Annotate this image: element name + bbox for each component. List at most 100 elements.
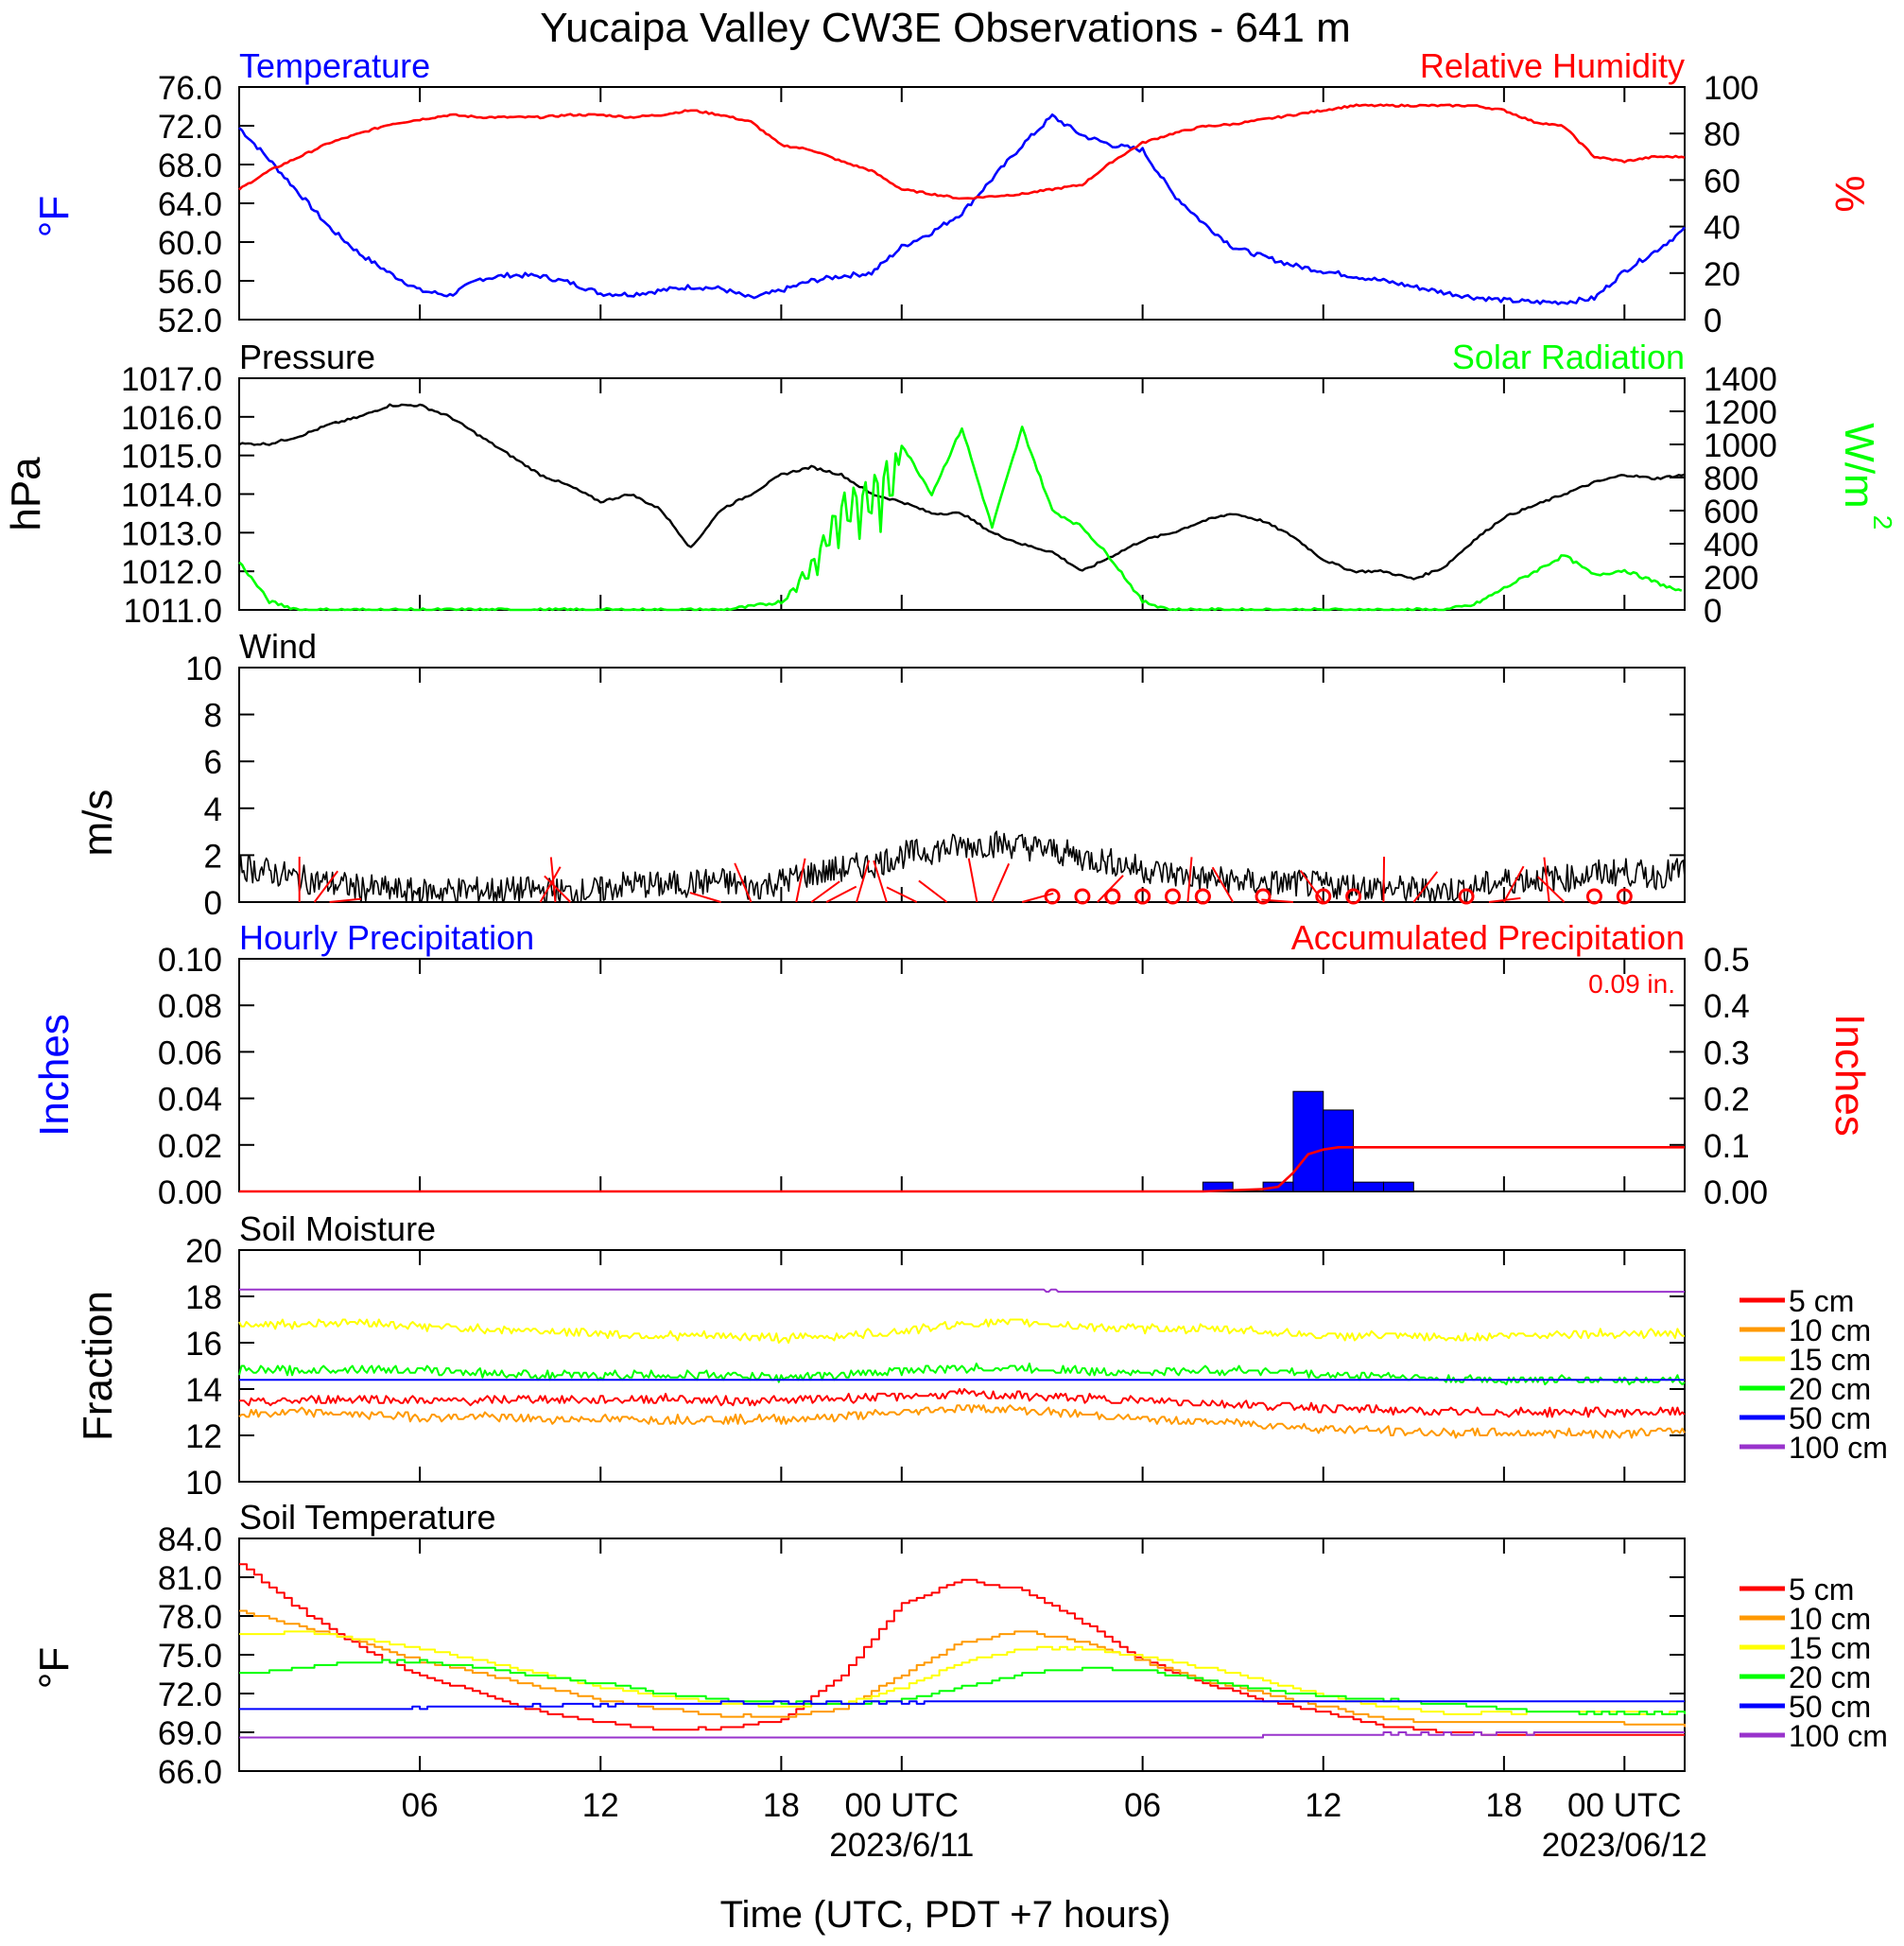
wind-barb (1382, 856, 1386, 903)
wind-y-tick-label: 6 (204, 744, 222, 781)
wind-frame (238, 667, 1686, 903)
x-tick-label: 00 UTC (844, 1787, 959, 1824)
solar-radiation-line (238, 426, 1683, 612)
precip-y-tick-label: 0.06 (158, 1034, 222, 1071)
x-tick-label: 18 (763, 1787, 800, 1824)
wind-barb (795, 858, 806, 903)
precip-y-tick-label: 0.1 (1704, 1128, 1750, 1165)
pressure-solar-y-tick-label: 1013.0 (121, 515, 222, 552)
soil-temperature-panel-label: Soil Temperature (239, 1498, 495, 1537)
temp-rh-y-tick-label: 76.0 (158, 70, 222, 107)
precip-y-tick-label: 0.00 (1704, 1174, 1768, 1211)
soil-moisture-legend-label: 10 cm (1789, 1313, 1871, 1347)
pressure-solar-y-tick-label: 0 (1704, 593, 1722, 630)
soil-moisture-y-tick-label: 18 (185, 1279, 222, 1316)
calm-wind-marker (1315, 888, 1332, 905)
soil-moisture-frame (238, 1249, 1686, 1483)
wind-barb (856, 860, 871, 903)
pressure-axis-label: hPa (3, 457, 49, 531)
pressure-solar-y-tick-label: 200 (1704, 560, 1758, 597)
wind-barb (825, 885, 857, 903)
temp-rh-y-tick-label: 0 (1704, 303, 1722, 339)
calm-wind-marker (1616, 888, 1633, 905)
wind-y-tick-label: 8 (204, 698, 222, 735)
soil-moisture-line-15cm (238, 1318, 1685, 1344)
solar-axis-label: W/m (1836, 423, 1882, 508)
soil-temperature-legend-label: 5 cm (1789, 1572, 1854, 1607)
hourly-precip-bar (1382, 1181, 1414, 1192)
soil-temperature-y-tick-label: 66.0 (158, 1754, 222, 1791)
calm-wind-marker (1194, 888, 1211, 905)
pressure-solar-y-tick-label: 1016.0 (121, 400, 222, 437)
temperature-axis-label: °F (31, 196, 78, 237)
x-tick-label: 12 (582, 1787, 619, 1824)
wind-barb (1502, 865, 1525, 903)
soil-temperature-y-tick-label: 75.0 (158, 1638, 222, 1675)
precip-y-tick-label: 0.10 (158, 942, 222, 979)
temp-rh-y-tick-label: 80 (1704, 116, 1740, 153)
pressure-solar-y-tick-label: 1200 (1704, 394, 1777, 431)
soil-temperature-line-5cm (239, 1563, 1685, 1736)
hourly-precip-axis-label: Inches (31, 1014, 78, 1137)
soil-temperature-legend-label: 10 cm (1789, 1602, 1871, 1636)
humidity-panel-label: Relative Humidity (1420, 46, 1685, 85)
soil-temperature-axis-label: °F (31, 1647, 78, 1689)
hourly-precip-bar (1292, 1090, 1324, 1192)
wind-y-tick-label: 4 (204, 791, 222, 828)
soil-moisture-line-20cm (238, 1363, 1686, 1386)
soil-moisture-y-tick-label: 14 (185, 1372, 222, 1409)
temp-rh-frame (238, 86, 1686, 321)
soil-moisture-legend-label: 15 cm (1789, 1343, 1871, 1377)
wind-barb (1211, 866, 1235, 903)
soil-temperature-y-tick-label: 84.0 (158, 1521, 222, 1558)
x-tick-label: 06 (1124, 1787, 1161, 1824)
wind-panel-label: Wind (239, 627, 317, 666)
temperature-panel-label: Temperature (239, 46, 430, 85)
soil-moisture-legend-label: 5 cm (1789, 1284, 1854, 1318)
precip-y-tick-label: 0.02 (158, 1128, 222, 1165)
pressure-solar-y-tick-label: 1014.0 (121, 478, 222, 514)
temp-rh-y-tick-label: 52.0 (158, 303, 222, 339)
wind-barb (1021, 892, 1054, 903)
figure-title: Yucaipa Valley CW3E Observations - 641 m (540, 5, 1351, 51)
soil-temperature-line-100cm (239, 1731, 1685, 1739)
accumulated-total-label: 0.09 in. (1588, 969, 1675, 999)
pressure-solar-y-tick-label: 1017.0 (121, 361, 222, 398)
soil-temperature-legend-label: 15 cm (1789, 1631, 1871, 1665)
calm-wind-marker (1345, 888, 1362, 905)
soil-temperature-y-tick-label: 78.0 (158, 1599, 222, 1636)
soil-moisture-line-10cm (238, 1404, 1686, 1439)
hourly-precip-bar (1353, 1181, 1384, 1192)
wind-barb (967, 858, 978, 903)
wind-axis-label: m/s (75, 790, 121, 857)
pressure-solar-y-tick-label: 1400 (1704, 361, 1777, 398)
soil-temperature-y-tick-label: 81.0 (158, 1560, 222, 1597)
precip-y-tick-label: 0.08 (158, 988, 222, 1025)
soil-temperature-y-tick-label: 69.0 (158, 1715, 222, 1752)
hourly-precip-bar (1323, 1109, 1355, 1192)
temperature-line (238, 113, 1686, 305)
wind-y-tick-label: 10 (185, 651, 222, 687)
wind-barb (1543, 857, 1550, 903)
wind-barb (313, 870, 339, 903)
pressure-solar-y-tick-label: 400 (1704, 527, 1758, 564)
pressure-solar-y-tick-label: 1011.0 (124, 593, 222, 630)
temp-rh-y-tick-label: 56.0 (158, 264, 222, 301)
precip-y-tick-label: 0.04 (158, 1082, 222, 1119)
accumulated-precip-axis-label: Inches (1826, 1014, 1873, 1137)
humidity-line (238, 103, 1686, 200)
temp-rh-y-tick-label: 60.0 (158, 225, 222, 262)
solar-panel-label: Solar Radiation (1452, 338, 1685, 376)
precip-y-tick-label: 0.00 (158, 1174, 222, 1211)
solar-axis-label-superscript: 2 (1868, 515, 1897, 530)
soil-temperature-legend-label: 20 cm (1789, 1660, 1871, 1694)
calm-wind-marker (1134, 888, 1151, 905)
soil-moisture-y-tick-label: 12 (185, 1418, 222, 1455)
x-tick-label: 18 (1485, 1787, 1522, 1824)
temp-rh-y-tick-label: 40 (1704, 210, 1740, 247)
soil-temperature-y-tick-label: 72.0 (158, 1677, 222, 1713)
x-date-label: 2023/6/11 (829, 1827, 974, 1864)
temp-rh-y-tick-label: 68.0 (158, 148, 222, 184)
wind-barb (918, 879, 948, 903)
pressure-solar-frame (238, 377, 1686, 611)
